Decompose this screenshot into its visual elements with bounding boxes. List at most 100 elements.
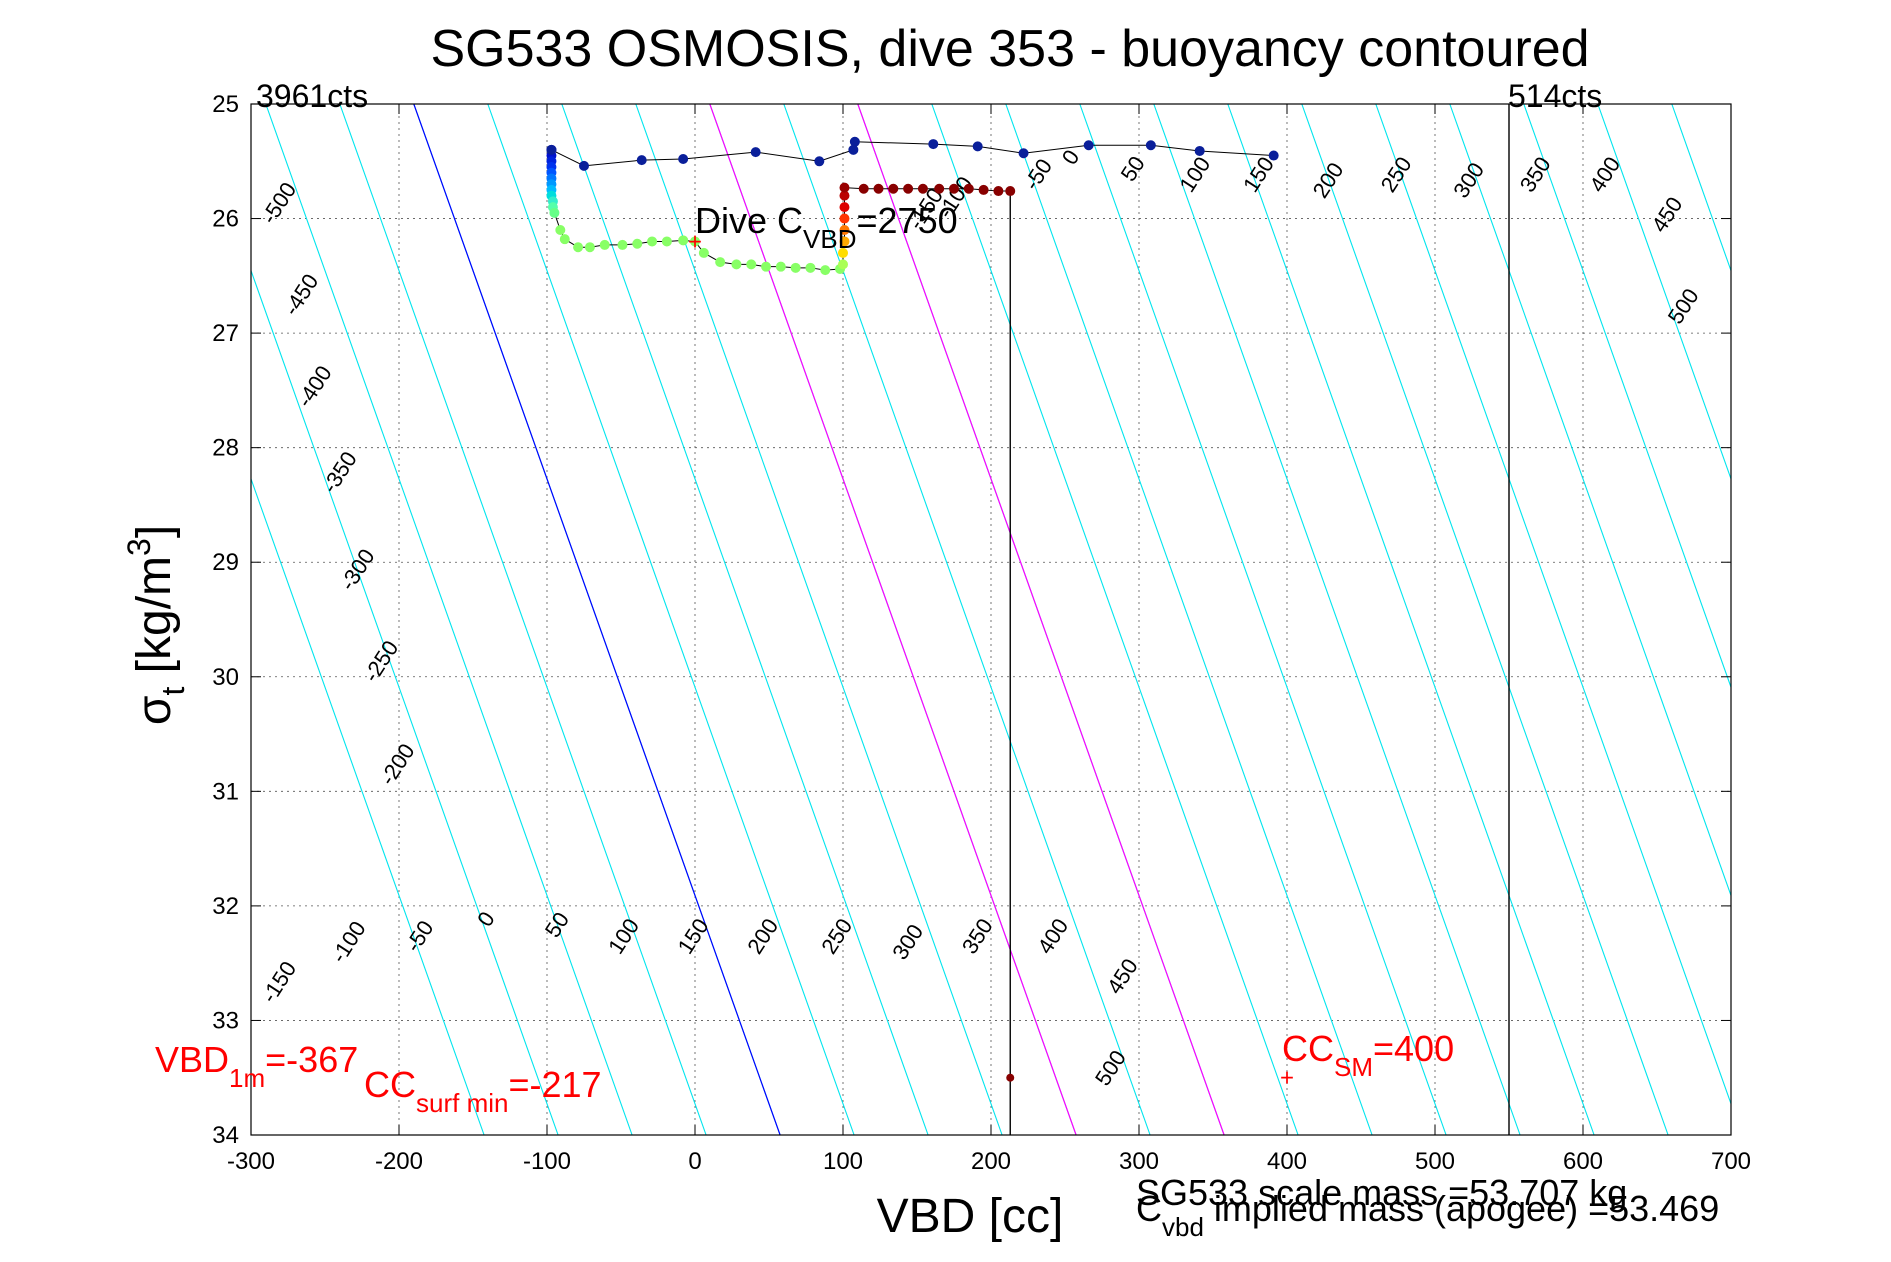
cc-surf-min-main: CC	[364, 1064, 416, 1105]
y-tick-label: 28	[212, 435, 239, 462]
contour-line	[1597, 104, 1731, 481]
data-point	[775, 261, 786, 272]
data-point	[839, 213, 850, 224]
data-point	[559, 234, 570, 245]
vbd-1m-main: VBD	[155, 1039, 229, 1080]
data-point	[647, 236, 658, 247]
data-point	[848, 144, 859, 155]
data-point	[1083, 140, 1094, 151]
contour-line	[1449, 104, 1731, 898]
data-point	[838, 247, 848, 258]
data-point	[750, 147, 761, 158]
data-point	[715, 257, 726, 268]
data-point	[579, 160, 589, 171]
cc-sm-main: CC	[1282, 1028, 1334, 1069]
cc-surf-min-sub: surf min	[416, 1088, 508, 1118]
data-point	[546, 144, 557, 155]
data-point	[903, 183, 914, 194]
data-point	[599, 239, 610, 250]
data-point	[555, 225, 566, 236]
y-axis-label-main: σ	[128, 696, 181, 726]
data-point	[839, 202, 850, 213]
data-point	[1145, 140, 1156, 151]
x-tick-label: -300	[227, 1148, 275, 1175]
data-point	[858, 183, 869, 194]
contour-line	[561, 104, 929, 1135]
data-point	[805, 262, 816, 273]
scale-mass-label: SG533 scale mass =53.707 kg	[1136, 1172, 1627, 1213]
data-point	[917, 183, 928, 194]
data-point	[1005, 186, 1016, 197]
grid	[251, 104, 1731, 1135]
data-point	[1018, 148, 1029, 159]
data-point	[632, 238, 643, 249]
contour-lines	[251, 104, 1731, 1135]
data-point	[839, 225, 850, 236]
data-point	[963, 183, 974, 194]
y-tick-label: 34	[212, 1122, 239, 1149]
contour-line	[635, 104, 1003, 1135]
vbd-1m-label: VBD1m=-367	[155, 1039, 358, 1093]
cc-surf-min-label: CCsurf min=-217	[364, 1064, 602, 1118]
data-point	[731, 259, 742, 270]
data-point	[573, 242, 584, 253]
contour-line	[1005, 104, 1373, 1135]
axis-ticks: -300 -200 -100 0 100 200 300 400 500 600 700 25 26 27…	[212, 91, 1751, 1175]
x-tick-label: -100	[523, 1148, 571, 1175]
data-point	[698, 247, 709, 258]
data-point	[839, 182, 850, 193]
data-point	[678, 235, 689, 246]
magenta-contour-line	[857, 104, 1225, 1135]
data-point	[690, 236, 700, 247]
x-tick-label: 100	[823, 1148, 863, 1175]
x-tick-label: 0	[688, 1148, 701, 1175]
markers: ++	[688, 228, 1294, 1091]
data-point	[888, 183, 899, 194]
vbd-1m-sub: 1m	[229, 1063, 265, 1093]
data-point	[636, 155, 647, 166]
data-point	[1006, 1073, 1015, 1082]
data-point	[678, 153, 689, 164]
vbd-1m-rest: =-367	[265, 1039, 358, 1080]
data-point	[949, 183, 959, 194]
dive-c-vbd-main: Dive C	[695, 200, 803, 241]
data-point	[978, 184, 989, 195]
data-point	[838, 259, 848, 270]
dive-c-vbd-rest: =2750	[857, 200, 958, 241]
x-tick-label: 200	[971, 1148, 1011, 1175]
data-point	[928, 139, 939, 150]
data-point	[839, 236, 850, 247]
y-tick-label: 33	[212, 1007, 239, 1034]
y-axis-label-sup: 3	[121, 538, 157, 556]
cc-surf-min-rest: =-217	[508, 1064, 601, 1105]
y-tick-label: 25	[212, 91, 239, 118]
magenta-contour-line	[709, 104, 1077, 1135]
y-tick-label: 32	[212, 893, 239, 920]
data-point	[972, 141, 983, 152]
cts-left-label: 3961cts	[256, 78, 368, 114]
contour-line	[251, 268, 559, 1135]
contour-line	[931, 104, 1299, 1135]
contour-line	[783, 104, 1151, 1135]
x-tick-label: 400	[1267, 1148, 1307, 1175]
data-point	[934, 183, 945, 194]
contour-line	[1523, 104, 1731, 689]
dive-c-vbd-label: Dive CVBD=2750	[695, 200, 958, 254]
data-point	[873, 183, 884, 194]
cc-sm-rest: =400	[1373, 1028, 1454, 1069]
x-tick-label: 300	[1119, 1148, 1159, 1175]
data-point	[814, 156, 825, 167]
contour-line	[1227, 104, 1595, 1135]
y-axis-label-sub: t	[155, 687, 191, 696]
x-axis-label: VBD [cc]	[877, 1190, 1064, 1243]
contour-line	[339, 104, 707, 1135]
y-tick-label: 31	[212, 778, 239, 805]
plus-marker: +	[688, 228, 702, 255]
x-tick-label: 600	[1563, 1148, 1603, 1175]
contour-line	[265, 104, 633, 1135]
y-axis-label-end: ]	[128, 525, 181, 538]
neutral-buoyancy-line	[413, 104, 781, 1135]
data-point	[849, 136, 860, 147]
contour-line	[1375, 104, 1731, 1106]
